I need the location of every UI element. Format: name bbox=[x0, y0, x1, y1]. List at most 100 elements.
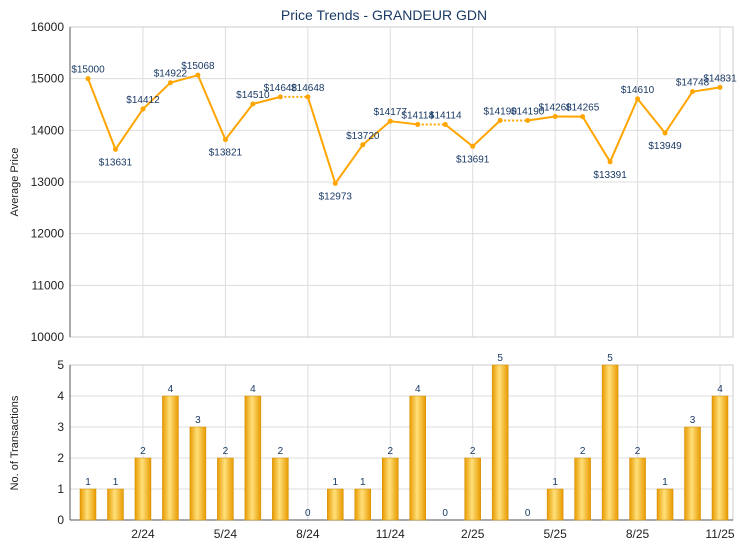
x-tick-label: 11/24 bbox=[376, 527, 405, 541]
data-label: $14265 bbox=[566, 103, 600, 114]
data-point bbox=[717, 84, 723, 90]
bar bbox=[656, 488, 674, 521]
bar-value-label: 0 bbox=[525, 508, 531, 519]
x-tick-label: 8/25 bbox=[626, 527, 650, 541]
line-segment bbox=[114, 108, 144, 150]
x-tick-label: 2/24 bbox=[131, 527, 155, 541]
data-label: $14114 bbox=[429, 110, 462, 121]
x-tick-label: 2/25 bbox=[461, 527, 485, 541]
data-point bbox=[525, 118, 531, 124]
bar-value-label: 2 bbox=[223, 446, 229, 457]
bar-value-label: 1 bbox=[360, 477, 366, 488]
bar-value-label: 1 bbox=[85, 477, 91, 488]
data-label: $14648 bbox=[264, 83, 298, 94]
data-point bbox=[442, 121, 448, 127]
data-point bbox=[222, 137, 228, 143]
line-segment bbox=[581, 116, 611, 163]
data-point bbox=[635, 96, 641, 102]
bar bbox=[354, 488, 372, 521]
data-label: $14412 bbox=[126, 95, 160, 106]
data-label: $14190 bbox=[511, 107, 545, 118]
line-segment bbox=[170, 74, 199, 84]
y-tick-label: 4 bbox=[57, 389, 64, 403]
bar-value-label: 1 bbox=[333, 477, 339, 488]
y-axis-label-transactions: No. of Transactions bbox=[9, 395, 21, 490]
x-tick-label: 5/24 bbox=[214, 527, 238, 541]
data-label: $14190 bbox=[483, 107, 517, 118]
data-point bbox=[250, 101, 256, 107]
bar-value-label: 1 bbox=[552, 477, 558, 488]
y-tick-label: 12000 bbox=[31, 227, 65, 241]
bar bbox=[574, 457, 591, 521]
data-label: $13720 bbox=[346, 131, 380, 142]
bar-value-label: 5 bbox=[497, 353, 503, 364]
data-point bbox=[277, 94, 283, 100]
data-label: $13631 bbox=[99, 157, 133, 168]
data-point bbox=[167, 80, 173, 86]
data-label: $15068 bbox=[181, 61, 215, 72]
bar-value-label: 3 bbox=[690, 415, 696, 426]
bar-value-label: 1 bbox=[662, 477, 668, 488]
data-point bbox=[112, 146, 118, 152]
data-label: $13821 bbox=[209, 148, 243, 159]
line-segment bbox=[390, 120, 418, 126]
bar bbox=[79, 488, 97, 521]
data-label: $14922 bbox=[154, 69, 188, 80]
bar-value-label: 2 bbox=[580, 446, 586, 457]
bar-value-label: 0 bbox=[442, 508, 448, 519]
y-tick-label: 13000 bbox=[31, 175, 65, 189]
data-label: $12973 bbox=[319, 191, 353, 202]
bar bbox=[162, 395, 179, 521]
bar-value-label: 4 bbox=[250, 384, 256, 395]
bar bbox=[629, 457, 646, 521]
data-label: $13391 bbox=[593, 170, 627, 181]
data-point bbox=[607, 159, 613, 165]
y-tick-label: 0 bbox=[57, 513, 64, 527]
data-point bbox=[387, 118, 393, 124]
line-segment bbox=[306, 96, 337, 184]
bar-value-label: 2 bbox=[470, 446, 476, 457]
bar-value-label: 1 bbox=[113, 477, 119, 488]
y-tick-label: 5 bbox=[57, 358, 64, 372]
y-axis-label-price: Average Price bbox=[9, 148, 21, 217]
data-label: $14268 bbox=[538, 102, 572, 113]
data-point bbox=[497, 118, 503, 124]
line-segment bbox=[334, 144, 364, 184]
y-tick-label: 2 bbox=[57, 451, 64, 465]
data-label: $14177 bbox=[374, 107, 408, 118]
y-tick-label: 10000 bbox=[31, 330, 65, 344]
bar-value-label: 0 bbox=[305, 508, 311, 519]
x-tick-label: 5/25 bbox=[543, 527, 567, 541]
x-tick-label: 8/24 bbox=[296, 527, 320, 541]
bar-value-label: 2 bbox=[140, 446, 146, 457]
line-segment bbox=[472, 119, 501, 148]
data-label: $14510 bbox=[236, 90, 270, 101]
line-segment bbox=[224, 103, 254, 141]
data-label: $13949 bbox=[648, 141, 682, 152]
line-segment bbox=[636, 98, 666, 134]
line-segment bbox=[362, 120, 391, 146]
bar bbox=[491, 364, 509, 521]
chart-title: Price Trends - GRANDEUR GDN bbox=[281, 7, 487, 23]
data-label: $14114 bbox=[401, 110, 434, 121]
bar-value-label: 2 bbox=[278, 446, 284, 457]
line-segment bbox=[87, 78, 117, 150]
data-point bbox=[305, 94, 311, 100]
data-point bbox=[690, 89, 696, 95]
bar-value-label: 4 bbox=[717, 384, 723, 395]
y-tick-label: 16000 bbox=[31, 20, 65, 34]
y-tick-label: 1 bbox=[57, 482, 64, 496]
line-segment bbox=[444, 123, 474, 148]
data-point bbox=[360, 142, 366, 148]
data-point bbox=[332, 180, 338, 186]
bar bbox=[134, 457, 152, 521]
line-segment bbox=[664, 91, 694, 134]
bar bbox=[272, 457, 289, 521]
bar-value-label: 4 bbox=[415, 384, 421, 395]
y-tick-label: 11000 bbox=[32, 278, 65, 292]
data-point bbox=[552, 113, 558, 119]
bar bbox=[601, 364, 619, 521]
bar bbox=[382, 457, 399, 521]
